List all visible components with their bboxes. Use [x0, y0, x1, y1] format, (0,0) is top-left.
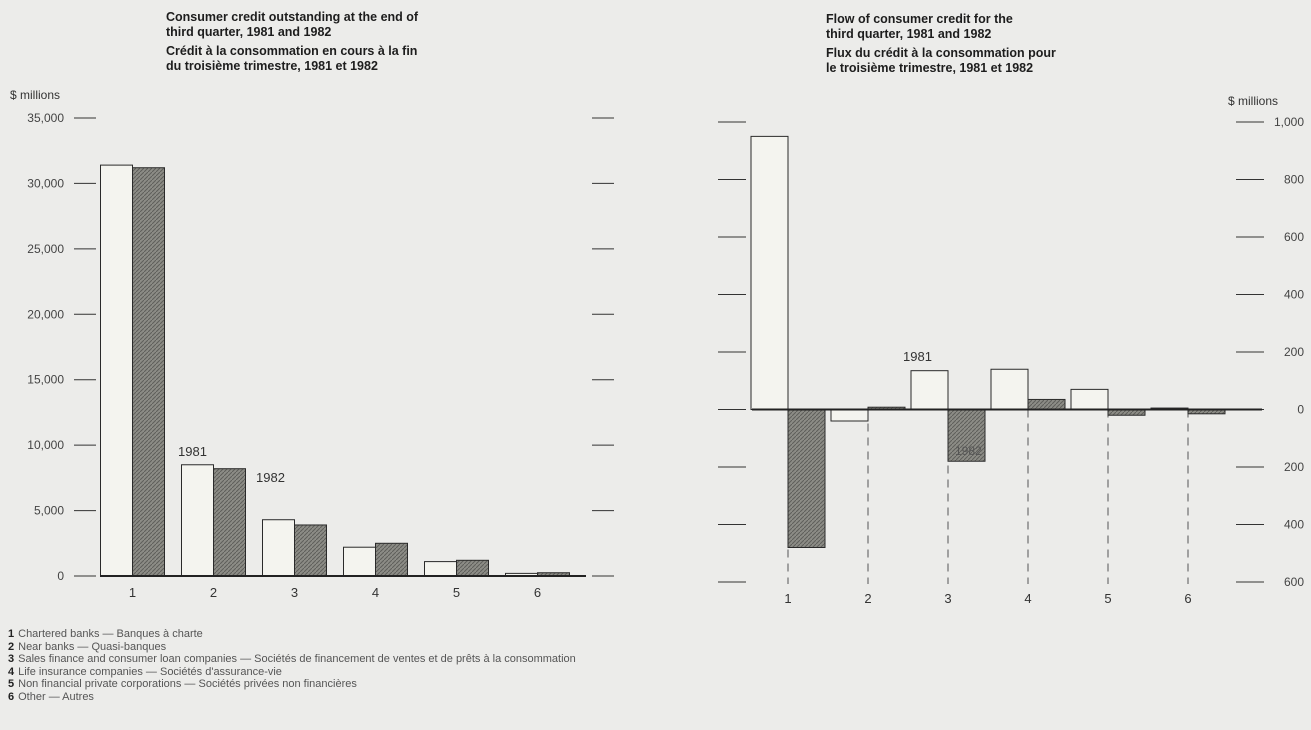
bar-1982-cat-4 — [375, 542, 408, 577]
left-annotation-1981: 1981 — [178, 444, 207, 459]
right-y-tick-label: 0 — [1297, 403, 1304, 417]
flow-bar-1981-cat-5 — [1070, 388, 1109, 410]
left-x-tick-label: 4 — [372, 585, 379, 600]
category-legend: 1 Chartered banks — Banques à charte 2 Near… — [8, 628, 576, 703]
right-title-fr-line-2: le troisième trimestre, 1981 et 1982 — [826, 61, 1034, 75]
right-chart: 1,000 800 600 400 200 0 200 400 600 1 2 3 4 5 6 1981 198… — [718, 115, 1304, 606]
legend-item-6: 6 Other — Autres — [8, 691, 576, 704]
left-y-tick-label: 0 — [57, 569, 64, 583]
flow-bar-1981-cat-1 — [750, 135, 789, 410]
right-x-tick-label: 1 — [784, 591, 791, 606]
right-y-axis-unit: $ millions — [1228, 94, 1279, 108]
right-title-en-line-1: Flow of consumer credit for the — [826, 12, 1013, 26]
left-y-tick-label: 15,000 — [27, 373, 64, 387]
legend-item-5: 5 Non financial private corporations — So… — [8, 678, 576, 691]
charts-canvas: 0 5,000 10,000 15,000 20,000 25,000 30,000 35,0… — [27, 111, 1304, 606]
left-y-tick-label: 5,000 — [34, 504, 64, 518]
legend-item-text: Near banks — Quasi-banques — [18, 640, 167, 653]
right-x-tick-label: 6 — [1184, 591, 1191, 606]
right-chart-title: Flow of consumer credit for the third qu… — [826, 12, 1056, 76]
right-y-tick-label: 400 — [1284, 288, 1304, 302]
left-chart: 0 5,000 10,000 15,000 20,000 25,000 30,000 35,0… — [27, 111, 614, 600]
right-title-fr-line-1: Flux du crédit à la consommation pour — [826, 46, 1056, 60]
legend-item-text: Sales finance and consumer loan companie… — [18, 653, 576, 665]
bar-1982-cat-5 — [456, 559, 489, 577]
legend-item-number: 6 — [8, 690, 15, 703]
legend-item-number: 5 — [8, 678, 15, 690]
left-title-en-line-2: third quarter, 1981 and 1982 — [166, 25, 332, 39]
legend-item-text: Chartered banks — Banques à charte — [18, 628, 203, 640]
right-x-tick-label: 2 — [864, 591, 871, 606]
left-annotation-1982: 1982 — [256, 470, 285, 485]
left-chart-title: Consumer credit outstanding at the end o… — [166, 10, 418, 74]
legend-item-3: 3 Sales finance and consumer loan compani… — [8, 653, 576, 666]
flow-bar-1982-cat-3 — [947, 409, 986, 462]
right-annotation-1982: 1982 — [955, 444, 982, 458]
bar-1982-cat-3 — [294, 524, 327, 577]
legend-item-text: Non financial private corporations — Soc… — [18, 678, 357, 690]
right-y-tick-label: 400 — [1284, 518, 1304, 532]
right-x-tick-label: 5 — [1104, 591, 1111, 606]
legend-item-number: 4 — [8, 665, 15, 678]
flow-bar-1982-cat-1 — [787, 409, 826, 548]
left-y-tick-label: 35,000 — [27, 111, 64, 125]
left-y-tick-label: 25,000 — [27, 242, 64, 256]
right-x-tick-label: 4 — [1024, 591, 1031, 606]
right-title-en-line-2: third quarter, 1981 and 1982 — [826, 27, 992, 41]
left-title-fr-line-1: Crédit à la consommation en cours à la f… — [166, 44, 418, 58]
left-x-tick-label: 1 — [129, 585, 136, 600]
flow-bar-1981-cat-3 — [910, 370, 949, 410]
left-y-tick-label: 20,000 — [27, 307, 64, 321]
flow-bar-1982-cat-4 — [1027, 398, 1066, 410]
legend-item-4: 4 Life insurance companies — Sociétés d'a… — [8, 666, 576, 679]
bar-1982-cat-1 — [132, 167, 165, 577]
legend-item-1: 1 Chartered banks — Banques à charte — [8, 628, 576, 641]
right-y-tick-label: 200 — [1284, 345, 1304, 359]
right-y-tick-label: 800 — [1284, 173, 1304, 187]
legend-item-number: 3 — [8, 653, 15, 665]
bar-1981-cat-2 — [181, 464, 214, 577]
bar-1981-cat-5 — [424, 561, 457, 577]
left-x-tick-label: 3 — [291, 585, 298, 600]
left-x-tick-label: 6 — [534, 585, 541, 600]
right-y-tick-label: 200 — [1284, 460, 1304, 474]
legend-item-number: 1 — [8, 628, 15, 640]
left-y-axis-unit: $ millions — [10, 88, 61, 102]
right-y-tick-label: 600 — [1284, 575, 1304, 589]
right-y-tick-label: 1,000 — [1274, 115, 1304, 129]
left-y-tick-label: 10,000 — [27, 438, 64, 452]
legend-item-number: 2 — [8, 640, 15, 653]
left-x-tick-label: 2 — [210, 585, 217, 600]
bar-1981-cat-3 — [262, 519, 295, 577]
right-y-tick-label: 600 — [1284, 230, 1304, 244]
bar-1981-cat-1 — [100, 164, 133, 577]
left-title-fr-line-2: du troisième trimestre, 1981 et 1982 — [166, 59, 378, 73]
flow-bar-1981-cat-2 — [830, 409, 869, 422]
bar-1981-cat-4 — [343, 546, 376, 577]
flow-bar-1981-cat-4 — [990, 368, 1029, 410]
legend-item-2: 2 Near banks — Quasi-banques — [8, 641, 576, 654]
legend-item-text: Life insurance companies — Sociétés d'as… — [18, 665, 282, 678]
bar-1982-cat-2 — [213, 468, 246, 577]
right-annotation-1981: 1981 — [903, 349, 932, 364]
left-y-tick-label: 30,000 — [27, 176, 64, 190]
left-title-en-line-1: Consumer credit outstanding at the end o… — [166, 10, 419, 24]
legend-item-text: Other — Autres — [18, 690, 94, 703]
left-x-tick-label: 5 — [453, 585, 460, 600]
right-x-tick-label: 3 — [944, 591, 951, 606]
